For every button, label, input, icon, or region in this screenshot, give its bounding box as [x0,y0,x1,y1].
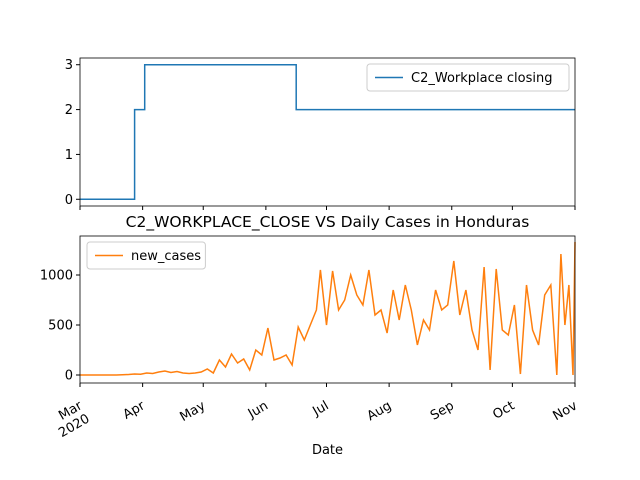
y-tick-label: 1000 [40,269,73,284]
x-tick-label: Oct [490,398,517,422]
y-tick-label: 2 [65,103,73,118]
x-tick-label: Apr [121,398,149,423]
x-tick-label: Mar2020 [49,398,93,441]
x-tick-label: Sep [428,398,457,423]
legend-label: new_cases [131,249,201,264]
x-axis-label: Date [312,443,343,458]
x-tick-label: Aug [365,398,394,424]
x-tick-label: Jun [245,398,271,422]
y-tick-label: 3 [65,58,73,73]
legend-box [366,63,570,92]
x-tick-label: Nov [551,398,581,424]
y-tick-label: 0 [65,193,73,208]
chart-title: C2_WORKPLACE_CLOSE VS Daily Cases in Hon… [126,213,530,232]
series-line [80,241,576,376]
plot-frame [79,57,576,207]
y-tick-label: 500 [48,319,73,334]
x-tick-label: May [177,398,208,425]
x-tick-label: Jul [310,398,332,419]
y-tick-label: 0 [65,369,73,384]
series-line [80,63,575,201]
plot-frame [79,235,576,384]
y-tick-label: 1 [65,148,73,163]
legend-box [86,241,206,270]
legend-label: C2_Workplace closing [411,71,552,86]
